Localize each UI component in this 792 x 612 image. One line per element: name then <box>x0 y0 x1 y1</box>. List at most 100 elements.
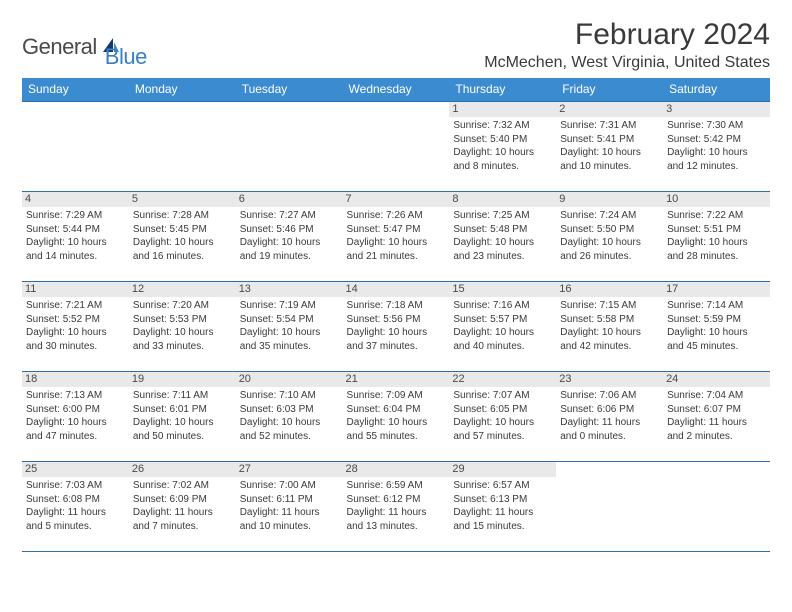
day-number: 26 <box>129 462 236 477</box>
sunset-text: Sunset: 5:54 PM <box>240 313 339 327</box>
calendar-day-cell: 26Sunrise: 7:02 AMSunset: 6:09 PMDayligh… <box>129 462 236 552</box>
calendar-day-cell: 10Sunrise: 7:22 AMSunset: 5:51 PMDayligh… <box>663 192 770 282</box>
daylight-text: Daylight: 10 hours and 19 minutes. <box>240 236 339 263</box>
sunrise-text: Sunrise: 6:59 AM <box>347 479 446 493</box>
calendar-table: SundayMondayTuesdayWednesdayThursdayFrid… <box>22 78 770 552</box>
day-number: 25 <box>22 462 129 477</box>
sunrise-text: Sunrise: 7:27 AM <box>240 209 339 223</box>
day-number: 9 <box>556 192 663 207</box>
sunrise-text: Sunrise: 7:06 AM <box>560 389 659 403</box>
day-number: 18 <box>22 372 129 387</box>
daylight-text: Daylight: 10 hours and 28 minutes. <box>667 236 766 263</box>
calendar-day-cell: 4 Sunrise: 7:29 AMSunset: 5:44 PMDaylight… <box>22 192 129 282</box>
sunset-text: Sunset: 6:06 PM <box>560 403 659 417</box>
sunrise-text: Sunrise: 7:09 AM <box>347 389 446 403</box>
sunrise-text: Sunrise: 7:18 AM <box>347 299 446 313</box>
sunrise-text: Sunrise: 7:20 AM <box>133 299 232 313</box>
calendar-day-cell: 8 Sunrise: 7:25 AMSunset: 5:48 PMDaylight… <box>449 192 556 282</box>
calendar-day-cell: 25Sunrise: 7:03 AMSunset: 6:08 PMDayligh… <box>22 462 129 552</box>
day-details: Sunrise: 7:26 AMSunset: 5:47 PMDaylight:… <box>347 209 446 263</box>
sunset-text: Sunset: 6:13 PM <box>453 493 552 507</box>
day-number: 12 <box>129 282 236 297</box>
calendar-empty-cell <box>343 102 450 192</box>
month-title: February 2024 <box>484 18 770 52</box>
calendar-day-cell: 27 Sunrise: 7:00 AMSunset: 6:11 PMDayligh… <box>236 462 343 552</box>
calendar-day-cell: 19Sunrise: 7:11 AMSunset: 6:01 PMDayligh… <box>129 372 236 462</box>
weekday-header-cell: Sunday <box>22 78 129 102</box>
day-number: 10 <box>663 192 770 207</box>
weekday-header-cell: Friday <box>556 78 663 102</box>
daylight-text: Daylight: 11 hours and 13 minutes. <box>347 506 446 533</box>
sunset-text: Sunset: 5:41 PM <box>560 133 659 147</box>
calendar-day-cell: 3Sunrise: 7:30 AMSunset: 5:42 PMDaylight… <box>663 102 770 192</box>
daylight-text: Daylight: 10 hours and 8 minutes. <box>453 146 552 173</box>
daylight-text: Daylight: 10 hours and 57 minutes. <box>453 416 552 443</box>
daylight-text: Daylight: 11 hours and 2 minutes. <box>667 416 766 443</box>
daylight-text: Daylight: 11 hours and 10 minutes. <box>240 506 339 533</box>
day-details: Sunrise: 7:10 AMSunset: 6:03 PMDaylight:… <box>240 389 339 443</box>
daylight-text: Daylight: 11 hours and 7 minutes. <box>133 506 232 533</box>
calendar-week-row: 4Sunrise: 7:29 AMSunset: 5:44 PMDaylight… <box>22 192 770 282</box>
sunrise-text: Sunrise: 6:57 AM <box>453 479 552 493</box>
sunrise-text: Sunrise: 7:13 AM <box>26 389 125 403</box>
day-number: 2 <box>556 102 663 117</box>
sunset-text: Sunset: 5:51 PM <box>667 223 766 237</box>
daylight-text: Daylight: 10 hours and 16 minutes. <box>133 236 232 263</box>
sunrise-text: Sunrise: 7:24 AM <box>560 209 659 223</box>
day-details: Sunrise: 7:11 AMSunset: 6:01 PMDaylight:… <box>133 389 232 443</box>
sunrise-text: Sunrise: 7:00 AM <box>240 479 339 493</box>
calendar-empty-cell <box>663 462 770 552</box>
sunset-text: Sunset: 6:11 PM <box>240 493 339 507</box>
sunrise-text: Sunrise: 7:11 AM <box>133 389 232 403</box>
day-details: Sunrise: 7:16 AMSunset: 5:57 PMDaylight:… <box>453 299 552 353</box>
daylight-text: Daylight: 10 hours and 33 minutes. <box>133 326 232 353</box>
day-details: Sunrise: 7:15 AMSunset: 5:58 PMDaylight:… <box>560 299 659 353</box>
logo-text-general: General <box>22 34 97 60</box>
sunset-text: Sunset: 5:44 PM <box>26 223 125 237</box>
daylight-text: Daylight: 10 hours and 30 minutes. <box>26 326 125 353</box>
calendar-day-cell: 15Sunrise: 7:16 AMSunset: 5:57 PMDayligh… <box>449 282 556 372</box>
sunrise-text: Sunrise: 7:10 AM <box>240 389 339 403</box>
daylight-text: Daylight: 10 hours and 26 minutes. <box>560 236 659 263</box>
day-number: 11 <box>22 282 129 297</box>
day-number: 20 <box>236 372 343 387</box>
day-details: Sunrise: 6:59 AMSunset: 6:12 PMDaylight:… <box>347 479 446 533</box>
calendar-week-row: 18Sunrise: 7:13 AMSunset: 6:00 PMDayligh… <box>22 372 770 462</box>
calendar-day-cell: 14Sunrise: 7:18 AMSunset: 5:56 PMDayligh… <box>343 282 450 372</box>
sunset-text: Sunset: 6:09 PM <box>133 493 232 507</box>
day-details: Sunrise: 7:18 AMSunset: 5:56 PMDaylight:… <box>347 299 446 353</box>
sunset-text: Sunset: 5:56 PM <box>347 313 446 327</box>
day-number: 17 <box>663 282 770 297</box>
day-number: 24 <box>663 372 770 387</box>
day-number: 27 <box>236 462 343 477</box>
location-subtitle: McMechen, West Virginia, United States <box>484 54 770 72</box>
weekday-header-cell: Tuesday <box>236 78 343 102</box>
sunrise-text: Sunrise: 7:04 AM <box>667 389 766 403</box>
sunrise-text: Sunrise: 7:29 AM <box>26 209 125 223</box>
sunrise-text: Sunrise: 7:16 AM <box>453 299 552 313</box>
sunrise-text: Sunrise: 7:15 AM <box>560 299 659 313</box>
weekday-header-cell: Wednesday <box>343 78 450 102</box>
calendar-day-cell: 17Sunrise: 7:14 AMSunset: 5:59 PMDayligh… <box>663 282 770 372</box>
daylight-text: Daylight: 10 hours and 55 minutes. <box>347 416 446 443</box>
day-details: Sunrise: 7:25 AMSunset: 5:48 PMDaylight:… <box>453 209 552 263</box>
daylight-text: Daylight: 10 hours and 47 minutes. <box>26 416 125 443</box>
calendar-day-cell: 21Sunrise: 7:09 AMSunset: 6:04 PMDayligh… <box>343 372 450 462</box>
day-number: 1 <box>449 102 556 117</box>
daylight-text: Daylight: 10 hours and 35 minutes. <box>240 326 339 353</box>
daylight-text: Daylight: 10 hours and 14 minutes. <box>26 236 125 263</box>
day-number: 4 <box>22 192 129 207</box>
day-number: 8 <box>449 192 556 207</box>
sunset-text: Sunset: 6:03 PM <box>240 403 339 417</box>
daylight-text: Daylight: 11 hours and 5 minutes. <box>26 506 125 533</box>
sunset-text: Sunset: 5:58 PM <box>560 313 659 327</box>
calendar-day-cell: 24Sunrise: 7:04 AMSunset: 6:07 PMDayligh… <box>663 372 770 462</box>
sunrise-text: Sunrise: 7:21 AM <box>26 299 125 313</box>
calendar-day-cell: 1Sunrise: 7:32 AMSunset: 5:40 PMDaylight… <box>449 102 556 192</box>
day-details: Sunrise: 7:21 AMSunset: 5:52 PMDaylight:… <box>26 299 125 353</box>
day-number: 21 <box>343 372 450 387</box>
sunset-text: Sunset: 6:12 PM <box>347 493 446 507</box>
day-details: Sunrise: 7:24 AMSunset: 5:50 PMDaylight:… <box>560 209 659 263</box>
calendar-day-cell: 29Sunrise: 6:57 AMSunset: 6:13 PMDayligh… <box>449 462 556 552</box>
day-number: 28 <box>343 462 450 477</box>
